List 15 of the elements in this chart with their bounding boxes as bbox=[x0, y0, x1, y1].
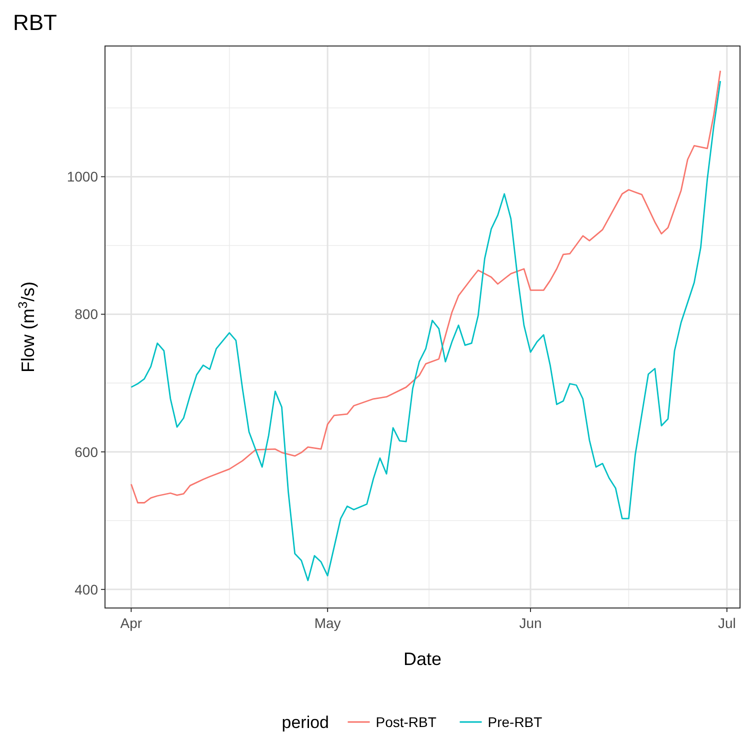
chart-title: RBT bbox=[13, 10, 57, 35]
x-tick-label: Jul bbox=[718, 615, 736, 631]
legend-label: Post-RBT bbox=[376, 714, 437, 730]
x-axis-title: Date bbox=[403, 649, 442, 669]
x-tick-label: Jun bbox=[519, 615, 542, 631]
x-tick-label: Apr bbox=[120, 615, 142, 631]
y-tick-label: 800 bbox=[74, 306, 98, 322]
line-series bbox=[130, 70, 722, 504]
legend-title: period bbox=[282, 712, 330, 732]
line-series bbox=[130, 80, 722, 582]
y-tick-label: 400 bbox=[74, 581, 98, 598]
y-tick-label: 1000 bbox=[66, 168, 98, 185]
legend-label: Pre-RBT bbox=[488, 714, 543, 730]
x-tick-label: May bbox=[314, 615, 341, 631]
y-tick-label: 600 bbox=[74, 444, 98, 460]
